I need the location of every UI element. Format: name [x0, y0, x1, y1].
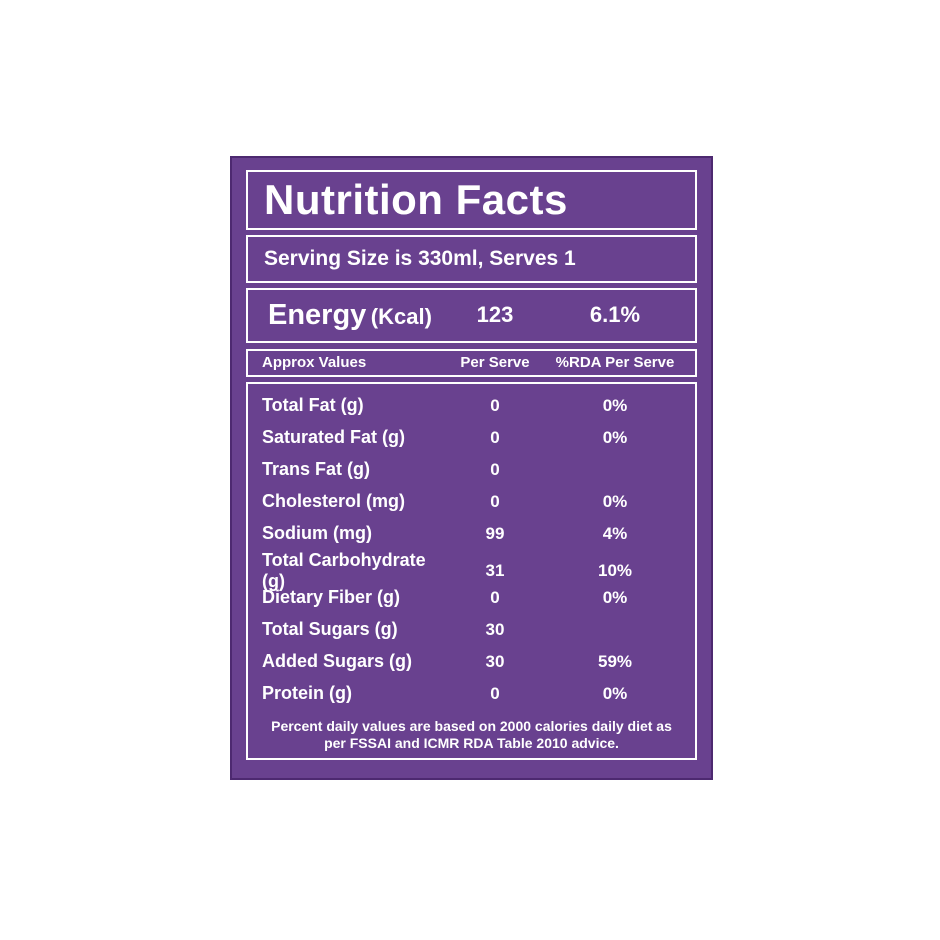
nutrient-name: Total Carbohydrate (g)	[262, 549, 426, 591]
per-serve-value: 30	[485, 651, 505, 671]
rda-value: 4%	[602, 523, 628, 543]
per-serve-value: 0	[490, 459, 500, 479]
table-row: Total Sugars (g) 30	[248, 614, 695, 646]
table-row: Protein (g) 0 0%	[248, 678, 695, 710]
rda-value: 59%	[597, 651, 633, 671]
energy-name: Energy	[268, 298, 367, 331]
rda-value: 0%	[602, 683, 628, 703]
serving-section: Serving Size is 330ml, Serves 1	[246, 234, 697, 283]
energy-rda-value: 6.1%	[589, 302, 641, 328]
table-row: Added Sugars (g) 30 59%	[248, 646, 695, 678]
nutrition-table: Total Fat (g) 0 0% Saturated Fat (g) 0 0…	[246, 381, 697, 760]
table-row: Sodium (mg) 99 4%	[248, 518, 695, 550]
per-serve-value: 0	[490, 683, 500, 703]
table-row: Cholesterol (mg) 0 0%	[248, 486, 695, 518]
table-row: Saturated Fat (g) 0 0%	[248, 422, 695, 454]
column-header-per-serve: Per Serve	[460, 354, 530, 372]
per-serve-value: 0	[490, 395, 500, 415]
title-section: Nutrition Facts	[246, 170, 697, 230]
column-header-rda-per-serve: %RDA Per Serve	[555, 354, 675, 372]
footnote-line-2: per FSSAI and ICMR RDA Table 2010 advice…	[324, 734, 619, 751]
nutrient-name: Sodium (mg)	[262, 523, 372, 544]
nutrient-name: Total Sugars (g)	[262, 619, 398, 640]
rda-value: 0%	[602, 491, 628, 511]
serving-size-text: Serving Size is 330ml, Serves 1	[264, 246, 576, 270]
footnote-line-1: Percent daily values are based on 2000 c…	[271, 717, 672, 734]
nutrient-name: Dietary Fiber (g)	[262, 587, 401, 608]
per-serve-value: 0	[490, 587, 500, 607]
nutrient-name: Total Fat (g)	[262, 395, 364, 416]
nutrition-label: Nutrition Facts Serving Size is 330ml, S…	[230, 156, 713, 780]
energy-unit: (Kcal)	[370, 303, 432, 329]
nutrient-name: Trans Fat (g)	[262, 459, 371, 480]
rda-value: 0%	[602, 395, 628, 415]
nutrient-name: Protein (g)	[262, 683, 352, 704]
footnote: Percent daily values are based on 2000 c…	[248, 718, 695, 752]
per-serve-value: 0	[490, 427, 500, 447]
rda-value: 10%	[597, 560, 633, 580]
nutrition-facts-title: Nutrition Facts	[264, 175, 568, 223]
per-serve-value: 99	[485, 523, 505, 543]
table-row: Total Carbohydrate (g) 31 10%	[248, 550, 695, 591]
nutrient-name: Saturated Fat (g)	[262, 427, 406, 448]
table-row: Total Fat (g) 0 0%	[248, 390, 695, 422]
energy-label: Energy (Kcal)	[262, 299, 445, 332]
per-serve-value: 0	[490, 491, 500, 511]
nutrient-name: Cholesterol (mg)	[262, 491, 406, 512]
energy-per-serve-value: 123	[476, 302, 514, 328]
nutrient-name: Added Sugars (g)	[262, 651, 413, 672]
rda-value: 0%	[602, 427, 628, 447]
rda-value: 0%	[602, 587, 628, 607]
columns-header-section: Approx Values Per Serve %RDA Per Serve	[246, 348, 697, 377]
table-row: Trans Fat (g) 0	[248, 454, 695, 486]
column-header-approx-values: Approx Values	[262, 354, 367, 372]
per-serve-value: 31	[485, 560, 505, 580]
energy-section: Energy (Kcal) 123 6.1%	[246, 287, 697, 343]
per-serve-value: 30	[485, 619, 505, 639]
table-row: Dietary Fiber (g) 0 0%	[248, 582, 695, 614]
